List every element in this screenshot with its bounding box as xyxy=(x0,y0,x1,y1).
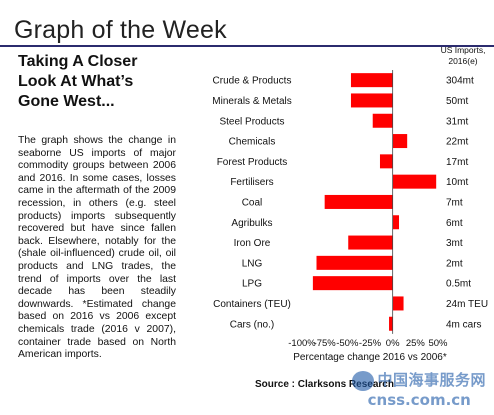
bar xyxy=(372,113,393,128)
import-volume-label: 0.5mt xyxy=(446,279,471,290)
bar xyxy=(389,316,393,331)
imports-column-header: US Imports, 2016(e) xyxy=(440,45,486,66)
x-tick-label: -100% xyxy=(288,338,316,349)
import-volume-label: 22mt xyxy=(446,137,468,148)
category-label: Crude & Products xyxy=(213,76,292,87)
category-label: LPG xyxy=(242,279,262,290)
x-tick-label: 25% xyxy=(406,338,426,349)
title-rule xyxy=(0,45,494,47)
x-tick-label: 0% xyxy=(386,338,400,349)
import-volume-label: 31mt xyxy=(446,116,468,127)
import-volume-label: 304mt xyxy=(446,76,474,87)
x-tick-label: 50% xyxy=(428,338,448,349)
watermark-url: cnss.com.cn xyxy=(367,391,471,409)
category-label: Cars (no.) xyxy=(230,319,274,330)
x-tick-label: -25% xyxy=(359,338,382,349)
x-axis-label: Percentage change 2016 vs 2006* xyxy=(293,352,447,363)
import-volume-label: 3mt xyxy=(446,238,463,249)
category-label: Containers (TEU) xyxy=(213,299,291,310)
bar xyxy=(316,255,393,270)
page-title: Graph of the Week xyxy=(14,16,227,44)
category-label: Steel Products xyxy=(219,116,284,127)
category-label: Chemicals xyxy=(229,137,276,148)
bar xyxy=(392,134,408,149)
bar xyxy=(392,174,437,189)
import-volume-label: 6mt xyxy=(446,218,463,229)
bar xyxy=(379,154,393,169)
import-volume-label: 50mt xyxy=(446,96,468,107)
bar xyxy=(350,73,393,88)
bar xyxy=(348,235,393,250)
bar xyxy=(392,215,400,230)
category-label: Fertilisers xyxy=(230,177,273,188)
import-volume-label: 2mt xyxy=(446,258,463,269)
category-label: Coal xyxy=(242,197,263,208)
import-volume-label: 4m cars xyxy=(446,319,482,330)
bar xyxy=(312,276,393,291)
category-label: Forest Products xyxy=(217,157,288,168)
category-label: LNG xyxy=(242,258,263,269)
category-label: Agribulks xyxy=(231,218,272,229)
source-note: Source : Clarksons Research xyxy=(255,379,394,390)
bar xyxy=(350,93,393,108)
x-tick-label: -75% xyxy=(314,338,337,349)
import-volume-label: 10mt xyxy=(446,177,468,188)
category-label: Minerals & Metals xyxy=(212,96,291,107)
article-body: The graph shows the change in seaborne U… xyxy=(18,135,176,361)
bar xyxy=(324,194,393,209)
import-volume-label: 7mt xyxy=(446,197,463,208)
bar xyxy=(392,296,404,311)
x-tick-label: -50% xyxy=(336,338,359,349)
bar-chart: Crude & Products 304mt Minerals & Metals 50… xyxy=(212,70,488,363)
import-volume-label: 17mt xyxy=(446,157,468,168)
import-volume-label: 24m TEU xyxy=(446,299,488,310)
category-label: Iron Ore xyxy=(234,238,271,249)
article-headline: Taking A Closer Look At What’s Gone West… xyxy=(18,53,138,110)
